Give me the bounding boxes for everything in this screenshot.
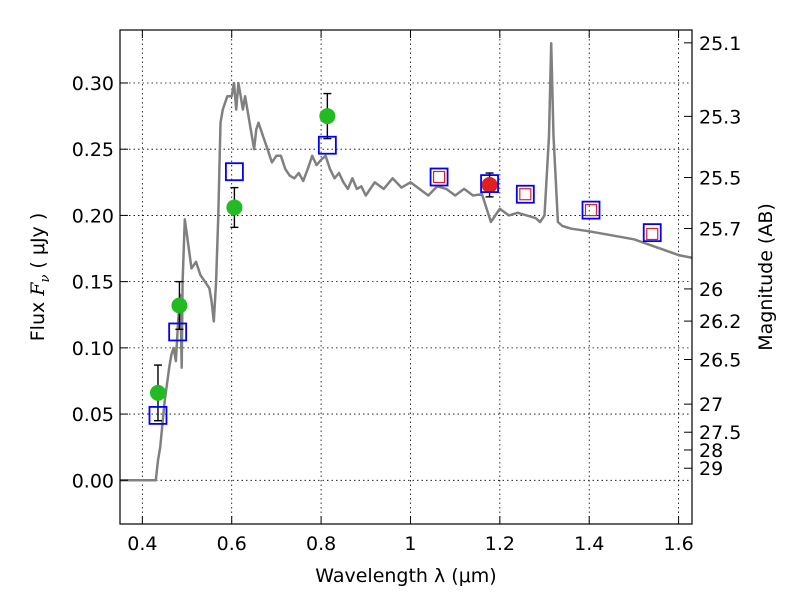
model-square bbox=[317, 135, 337, 155]
model-square-inner bbox=[584, 204, 598, 217]
model-square bbox=[581, 200, 601, 220]
model-square-inner bbox=[646, 227, 659, 241]
plot-frame bbox=[119, 29, 693, 525]
y-tick-label: 0.10 bbox=[72, 338, 114, 360]
y2-tick-label: 25.5 bbox=[699, 168, 741, 190]
y-axis-label-unit: ( μJy ) bbox=[27, 213, 49, 275]
y-axis-label: Flux Fν ( μJy ) bbox=[27, 213, 53, 342]
y2-tick-label: 25.3 bbox=[699, 106, 741, 128]
x-tick-label: 1 bbox=[404, 533, 416, 555]
model-square bbox=[224, 162, 244, 182]
y-axis-label-prefix: Flux bbox=[27, 296, 49, 342]
model-square bbox=[148, 405, 168, 425]
model-square bbox=[168, 322, 188, 342]
model-square bbox=[480, 174, 499, 194]
y-tick-label: 0.00 bbox=[72, 470, 114, 492]
y2-tick-label: 25.7 bbox=[699, 219, 741, 241]
y-tick-label: 0.25 bbox=[72, 139, 114, 161]
points-layer bbox=[148, 92, 662, 425]
y2-tick-label: 27.5 bbox=[699, 422, 741, 444]
observed-point bbox=[319, 108, 336, 125]
ticks-layer: 0.4 0.6 0.8 1 1.2 1.4 1.6 0.00 0.05 0.10 0.15 0.20 0… bbox=[72, 30, 741, 555]
series-layer bbox=[120, 41, 692, 482]
y-tick-label: 0.20 bbox=[72, 205, 114, 227]
x-tick-label: 0.6 bbox=[217, 533, 247, 555]
observed-point bbox=[481, 176, 498, 193]
y2-tick-label: 26.5 bbox=[699, 350, 741, 372]
model-square bbox=[642, 223, 662, 243]
sed-model-line bbox=[120, 41, 692, 482]
observed-point bbox=[171, 297, 188, 314]
y2-tick-label: 28 bbox=[699, 440, 723, 462]
y2-tick-label: 29 bbox=[699, 458, 723, 480]
x-tick-label: 1.2 bbox=[485, 533, 515, 555]
observed-point bbox=[226, 199, 243, 216]
y-tick-label: 0.05 bbox=[72, 404, 114, 426]
y-axis-label-symbol: F bbox=[27, 282, 49, 297]
observed-point bbox=[149, 384, 166, 401]
y2-tick-label: 26.2 bbox=[699, 311, 741, 333]
y2-tick-label: 25.1 bbox=[699, 33, 741, 55]
x-tick-label: 0.8 bbox=[306, 533, 336, 555]
x-tick-label: 1.4 bbox=[574, 533, 604, 555]
model-square bbox=[515, 184, 535, 204]
plot-background bbox=[120, 30, 692, 524]
y2-tick-label: 27 bbox=[699, 394, 723, 416]
y-axis-label-subscript: ν bbox=[38, 275, 53, 283]
y-tick-label: 0.30 bbox=[72, 73, 114, 95]
model-square-inner bbox=[432, 170, 446, 184]
y2-tick-label: 26 bbox=[699, 279, 723, 301]
x-tick-label: 0.4 bbox=[127, 533, 157, 555]
x-axis-label: Wavelength λ (μm) bbox=[315, 565, 496, 587]
y2-axis-label: Magnitude (AB) bbox=[755, 203, 777, 351]
model-square bbox=[429, 167, 449, 187]
y-tick-label: 0.15 bbox=[72, 272, 114, 294]
model-square-inner bbox=[519, 188, 532, 201]
x-tick-label: 1.6 bbox=[663, 533, 693, 555]
